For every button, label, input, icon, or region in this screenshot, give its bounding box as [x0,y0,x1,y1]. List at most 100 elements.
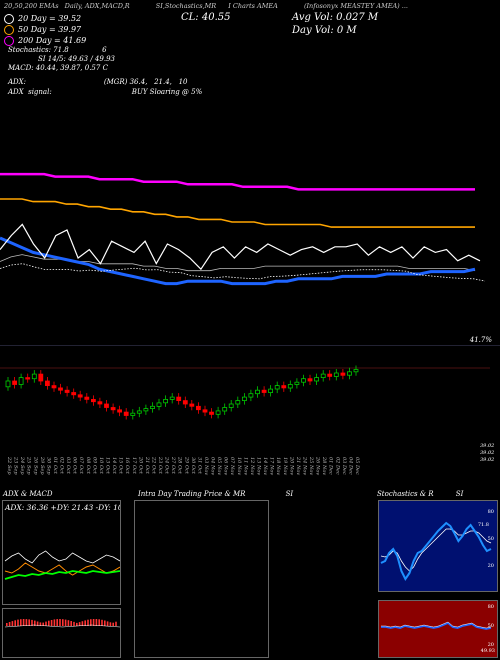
macd-bar [95,619,98,626]
candle-body [202,409,208,413]
candle-body [215,410,221,415]
macd-bar [104,620,106,626]
candle-body [77,394,83,398]
macd-bar [76,622,78,626]
rsi-lines-group [381,621,492,630]
date-labels-group: 22 Sep 23 Sep 24 Sep 25 Sep 26 Sep 29 Sep 30 S… [6,456,360,475]
date-label: 03 Oct [65,457,71,475]
macd-bar [109,622,112,626]
date-label: 16 Oct [124,457,130,475]
macd-bar [31,619,33,626]
candle-body [104,403,109,408]
rsi-right-label: 49.93 [480,648,495,654]
legend-200day-label: 200 Day = 41.69 [18,36,87,45]
close-label: CL: 40.55 [181,12,231,23]
candle-body [51,385,57,389]
candle-body [38,373,44,382]
adx-chart [4,550,120,580]
candle-body [333,372,339,377]
date-label: 06 Oct [72,457,78,475]
rsi-blue-line [381,621,492,630]
candle-body [97,401,103,405]
date-label: 21 Nov [295,456,301,475]
ema-dotted-line [0,263,486,282]
macd-bar [106,621,109,626]
candle-body [320,373,326,379]
candle-body [12,380,18,385]
header-top-daily: Daily, ADX,MACD,R [64,2,130,10]
candle-body [327,373,333,377]
date-axis: 22 Sep 23 Sep 24 Sep 25 Sep 26 Sep 29 Sep 30 S… [6,456,360,475]
macd-bar [62,619,64,626]
date-label: 30 Sep [45,457,51,475]
date-label: 23 Oct [157,456,163,475]
date-label: 02 Oct [59,457,65,475]
macd-bar [101,619,103,626]
candle-body [346,371,352,376]
date-label: 14 Oct [111,457,117,475]
date-label: 21 Oct [144,456,150,475]
stochastics-lines-group [380,521,492,581]
date-label: 18 Nov [275,457,281,475]
candle-body [261,389,267,393]
header-top-line: 20,50,200 EMAs Daily, ADX,MACD,R SI,Stoc… [4,2,498,10]
macd-bar [6,623,8,626]
stoch-tick-20: 20 [487,563,494,569]
header-top-ema: 20,50,200 EMAs [4,2,59,10]
rsi-tick-50: 50 [487,623,494,629]
stochastics-title: Stochastics & R SI [377,490,463,498]
date-label: 29 Sep [39,456,45,475]
legend-20day-swatch [4,13,14,24]
macd-bar [78,622,81,626]
adx-signal-line: ADX signal: BUY Sloaring @ 5% [8,88,203,96]
candle-body [301,378,306,383]
date-label: 30 Oct [190,457,196,475]
date-label: 27 Oct [170,456,176,475]
macd-bar [73,621,75,626]
adx-panel: ADX: 36.36 +DY: 21.43 -DY: 10 [2,500,121,605]
macd-bar [92,619,95,626]
candle-body [287,384,293,389]
macd-bar [115,621,117,626]
candle-body [31,373,37,380]
candle-body [255,389,260,395]
candle-body [123,411,129,416]
price-line [0,223,481,271]
macd-bar [84,620,86,626]
candle-body [241,396,247,401]
macd-bar [59,619,61,626]
macd-bar [20,619,22,626]
macd-chart [4,619,120,628]
date-label: 29 Oct [183,456,189,475]
macd-bar [22,619,25,626]
candle-right-label-2: 39.02 [480,450,495,456]
candle-body [307,378,313,382]
date-label: 31 Oct [196,457,202,475]
date-label: 23 Sep [13,456,19,475]
date-label: 17 Nov [269,457,275,475]
date-label: 26 Sep [32,456,38,475]
macd-bar [39,622,42,626]
legend-20day: 20 Day = 39.52 [4,13,86,24]
ema-blue-line [0,236,476,286]
adx-lines-group [4,550,120,580]
intraday-si-label: SI [285,490,294,498]
candle-body [195,405,201,411]
date-label: 25 Nov [308,456,314,475]
candle-body [64,389,70,393]
candle-right-label-3: 39.02 [480,457,495,463]
intraday-title: Intra Day Trading Price & MR SI [138,490,293,498]
stoch-white-line [380,528,492,572]
candle-body [71,392,77,396]
price-right-label: 41.7% [469,336,492,344]
stoch-tick-50: 50 [487,536,494,542]
header-top-company: (Infosonyx MEASTEY AMEA) ... [303,2,408,10]
intraday-title-text: Intra Day Trading Price & MR [138,490,246,498]
macd-bar [14,620,16,626]
date-label: 14 Nov [262,457,268,475]
ema50-line [0,198,475,228]
date-label: 20 Oct [137,456,143,475]
candle-body [91,399,96,403]
date-label: 03 Nov [203,457,209,475]
adx-macd-title: ADX & MACD [3,490,53,498]
